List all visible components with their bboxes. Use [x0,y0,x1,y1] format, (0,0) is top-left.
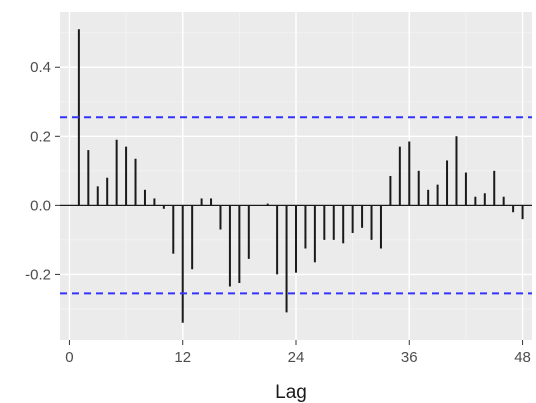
acf-bars [77,29,524,323]
x-axis-title: Lag [275,382,307,403]
x-tick-label: 12 [174,349,191,366]
x-tick-label: 36 [401,349,418,366]
y-tick-label: -0.2 [25,266,51,283]
x-tick-label: 24 [288,349,305,366]
y-tick-label: 0.4 [30,59,51,76]
y-tick-label: 0.2 [30,128,51,145]
y-axis-ticks: -0.2 0.0 0.2 0.4 [25,59,60,283]
x-tick-label: 0 [65,349,73,366]
x-axis-ticks: 0 12 24 36 48 [65,340,531,366]
y-tick-label: 0.0 [30,197,51,214]
x-tick-label: 48 [514,349,531,366]
